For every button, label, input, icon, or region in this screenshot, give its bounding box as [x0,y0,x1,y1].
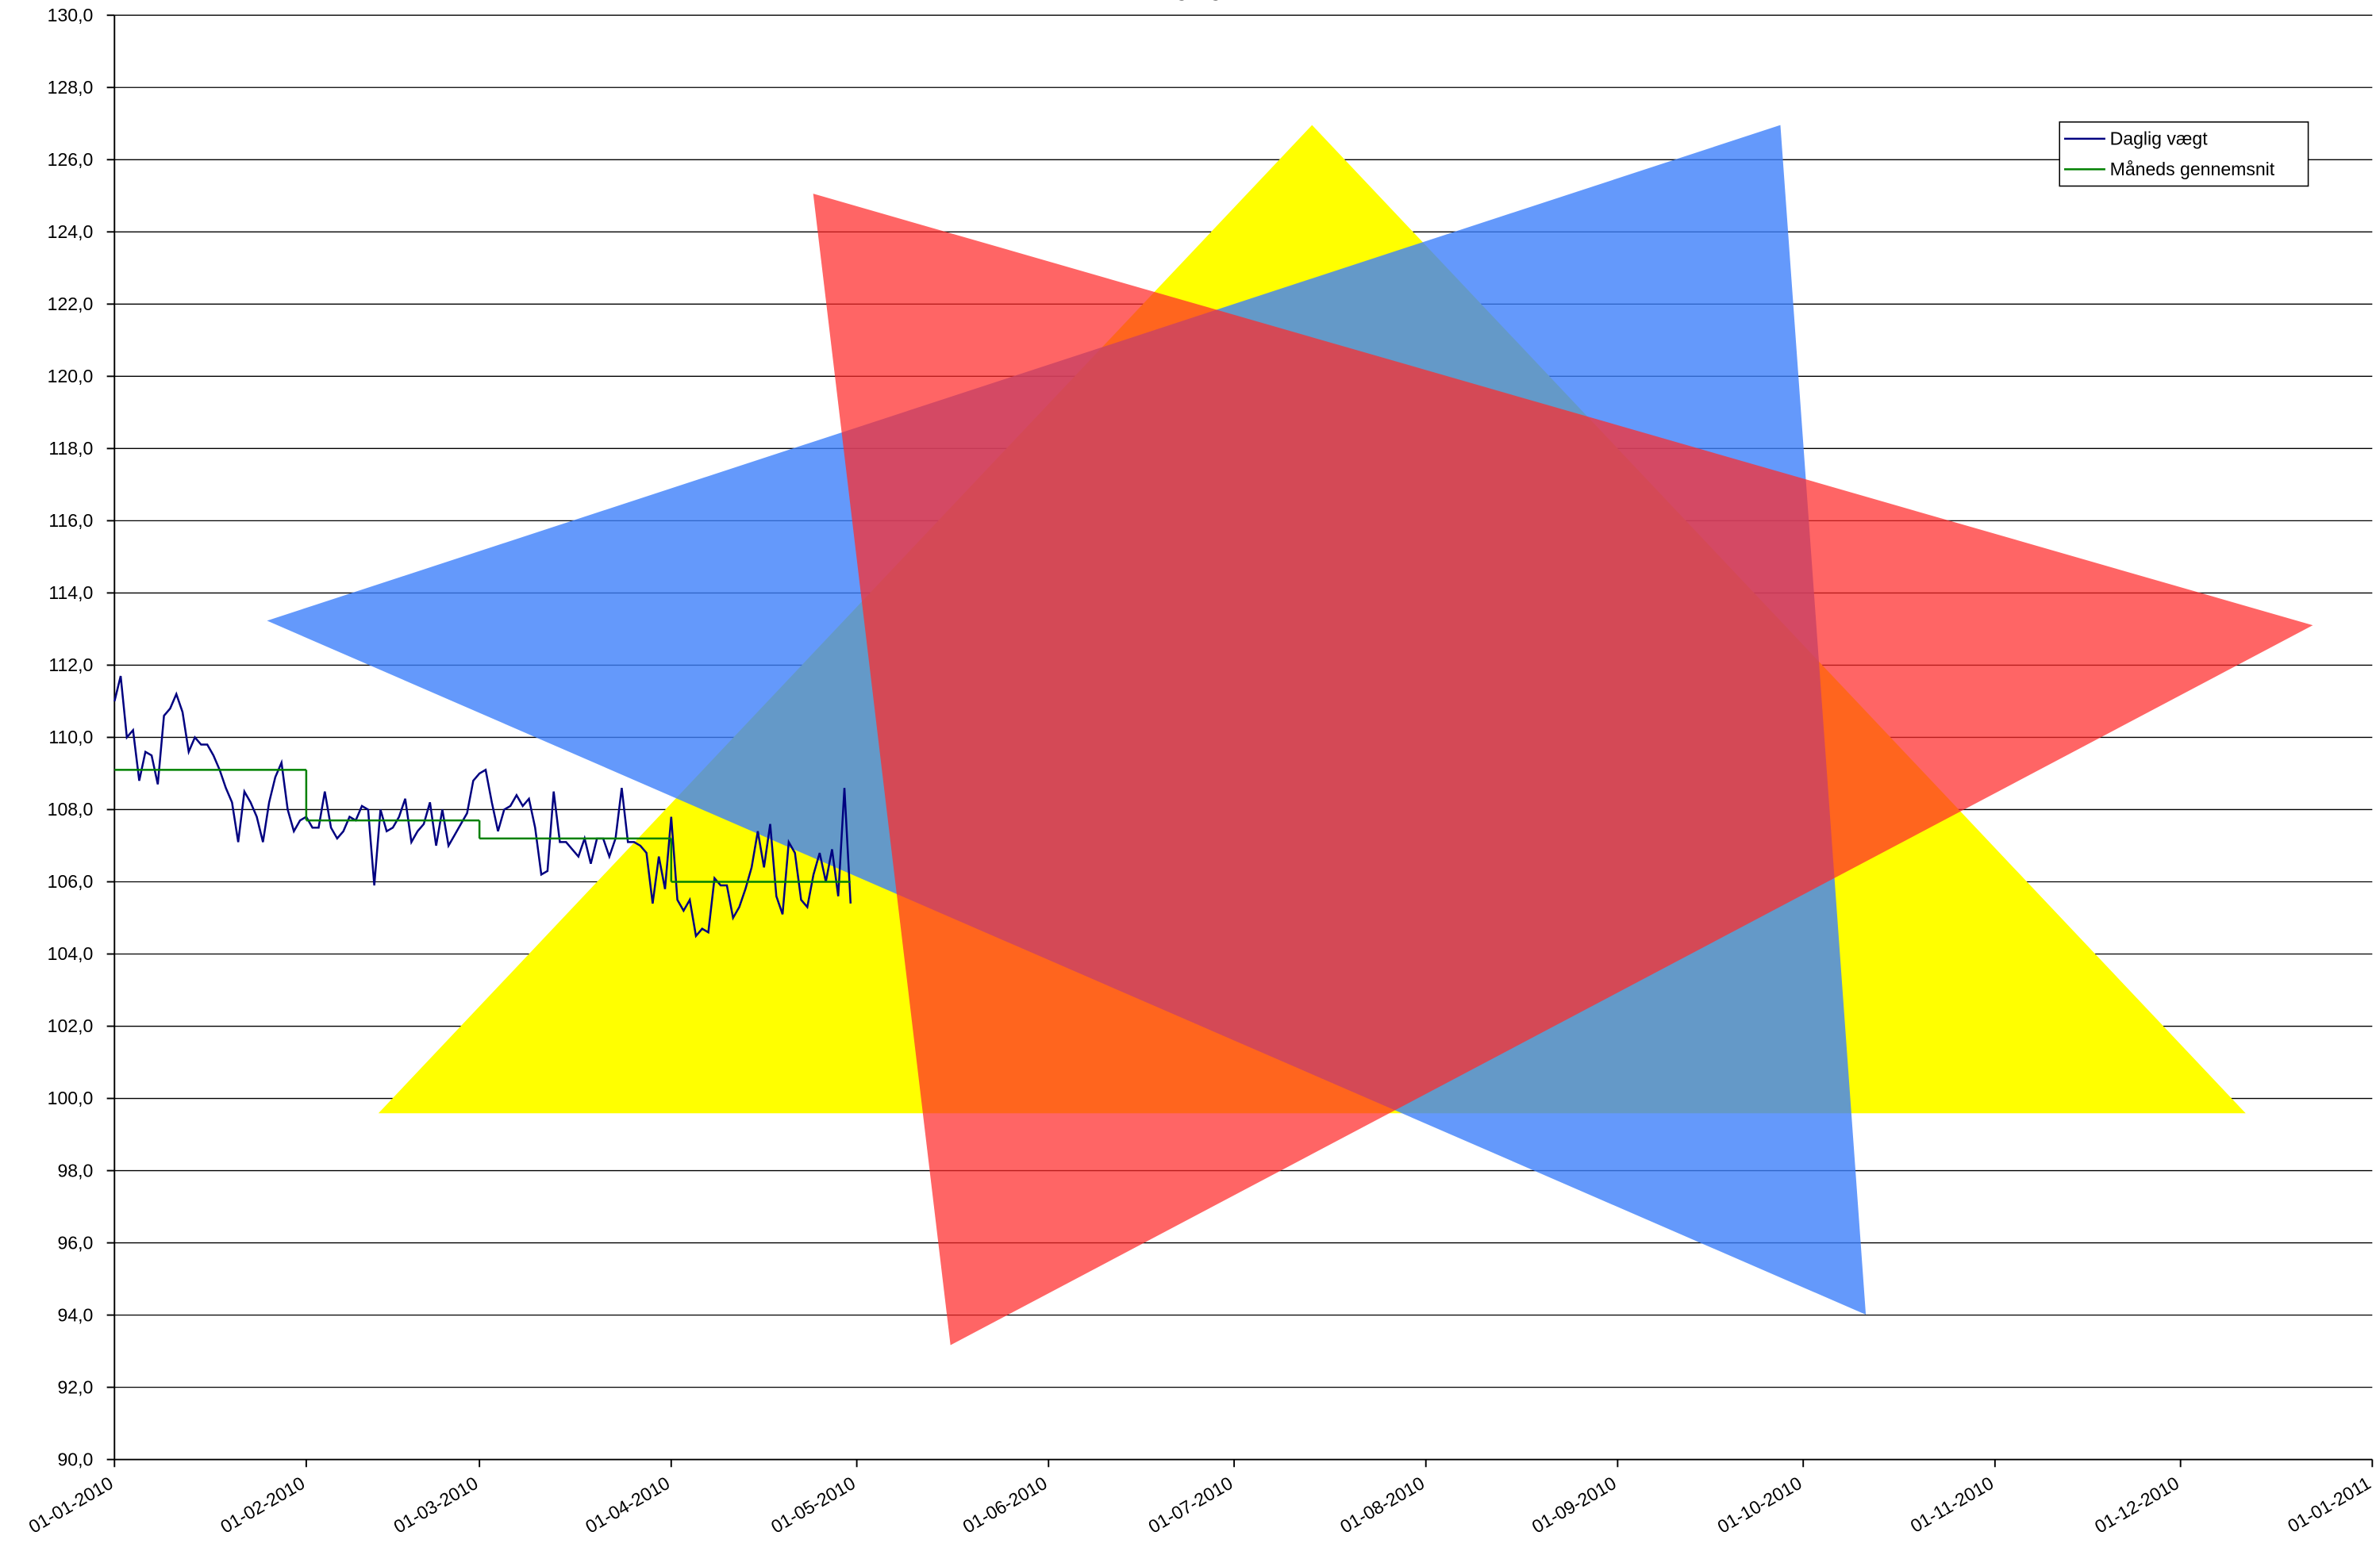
plot-lines [113,675,852,939]
y-tick-label: 102,0 [48,1015,94,1036]
y-tick-label: 94,0 [57,1304,93,1325]
y-tick-label: 106,0 [48,871,94,892]
y-tick-label: 128,0 [48,77,94,98]
legend-label: Daglig vægt [2110,129,2209,149]
y-tick-label: 126,0 [48,149,94,170]
y-tick-label: 116,0 [48,510,93,531]
y-tick-label: 100,0 [48,1088,94,1108]
y-tick-label: 122,0 [48,294,94,314]
y-tick-label: 90,0 [57,1449,93,1469]
legend: Daglig vægt Måneds gennemsnit [2059,121,2309,187]
y-tick-label: 112,0 [48,655,93,675]
y-tick-label: 118,0 [48,438,93,459]
y-tick-label: 110,0 [48,727,93,747]
y-tick-label: 104,0 [48,943,94,964]
chart-title: 2010 [1156,0,1225,7]
y-tick-label: 108,0 [48,799,94,820]
legend-label: Måneds gennemsnit [2110,159,2275,179]
y-tick-label: 124,0 [48,221,94,242]
y-tick-label: 114,0 [48,582,93,603]
y-tick-label: 130,0 [48,5,94,25]
red-triangle [813,194,2313,1346]
y-tick-label: 92,0 [57,1376,93,1397]
y-tick-label: 96,0 [57,1232,93,1253]
y-tick-label: 120,0 [48,366,94,386]
y-tick-label: 98,0 [57,1160,93,1181]
line [113,675,852,939]
decoration [267,125,2313,1346]
legend-box [2059,121,2309,187]
